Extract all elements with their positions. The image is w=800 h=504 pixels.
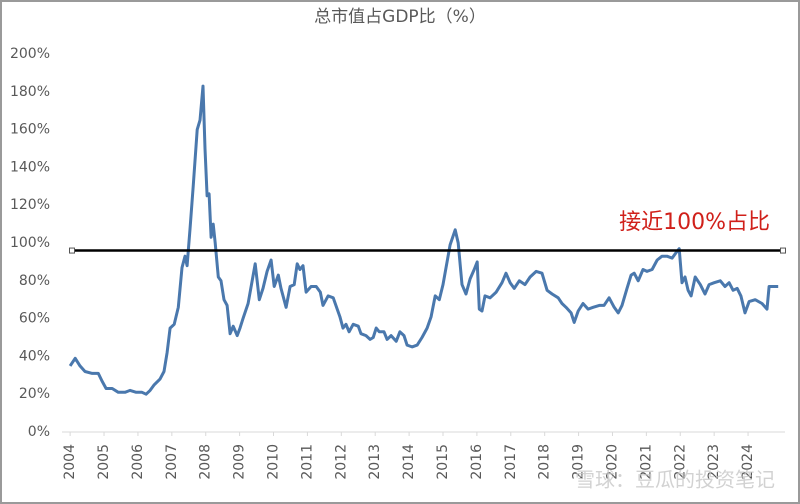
- watermark: 雪球：豆瓜的投资笔记: [575, 468, 775, 492]
- annotation: 接近100%占比: [619, 210, 770, 235]
- x-tick-label: 2018: [537, 444, 553, 480]
- line-series: [68, 84, 779, 396]
- y-tick-label: 40%: [19, 348, 50, 364]
- x-tick-label: 2023: [706, 444, 722, 480]
- y-tick-label: 200%: [10, 46, 50, 62]
- y-tick-label: 140%: [10, 159, 50, 175]
- y-tick-label: 180%: [10, 84, 50, 100]
- x-tick-label: 2008: [198, 444, 214, 480]
- x-tick-label: 2015: [435, 444, 451, 480]
- x-tick-label: 2010: [266, 444, 282, 480]
- x-tick-label: 2020: [604, 444, 620, 480]
- x-tick-label: 2009: [232, 444, 248, 480]
- x-tick-label: 2007: [164, 444, 180, 480]
- y-tick-label: 100%: [10, 235, 50, 251]
- x-tick-label: 2019: [571, 444, 587, 480]
- y-tick-label: 120%: [10, 197, 50, 213]
- x-tick-label: 2011: [299, 444, 315, 480]
- x-tick-label: 2006: [130, 444, 146, 480]
- y-tick-label: 20%: [19, 386, 50, 402]
- x-tick-label: 2017: [503, 444, 519, 480]
- chart-title: 总市值占GDP比（%）: [314, 7, 486, 27]
- y-tick-label: 160%: [10, 122, 50, 138]
- x-tick-label: 2022: [672, 444, 688, 480]
- y-tick-label: 60%: [19, 311, 50, 327]
- x-tick-label: 2004: [62, 444, 78, 480]
- y-tick-label: 80%: [19, 273, 50, 289]
- y-tick-label: 0%: [28, 424, 50, 440]
- x-tick-label: 2012: [333, 444, 349, 480]
- x-tick-label: 2021: [638, 444, 654, 480]
- reference-handle: [780, 247, 786, 254]
- x-tick-label: 2005: [96, 444, 112, 480]
- x-tick-label: 2024: [740, 444, 756, 480]
- x-tick-label: 2013: [367, 444, 383, 480]
- x-tick-label: 2014: [401, 444, 417, 480]
- reference-handle: [69, 247, 75, 254]
- x-tick-label: 2016: [469, 444, 485, 480]
